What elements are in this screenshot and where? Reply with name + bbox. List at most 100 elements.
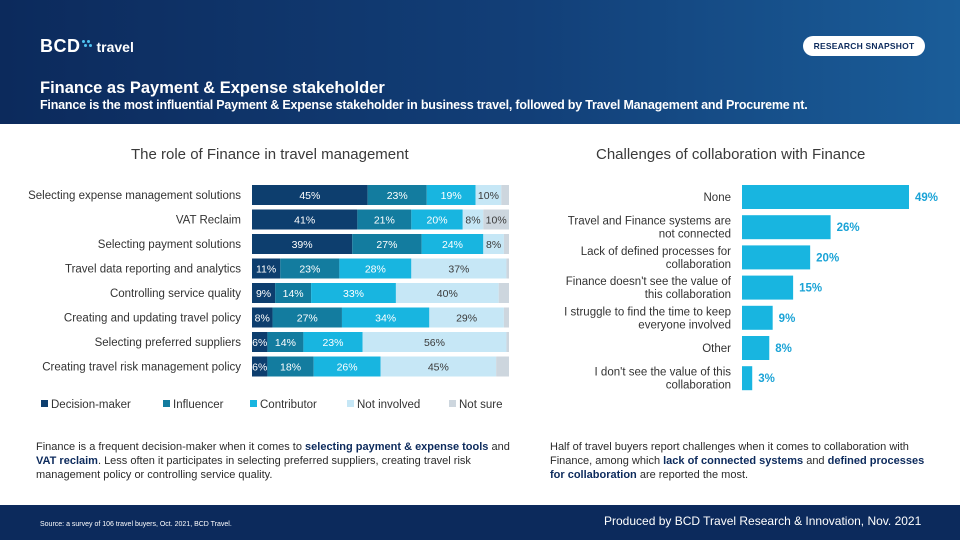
logo-mark: BCD — [40, 36, 81, 56]
source-note: Source: a survey of 106 travel buyers, O… — [40, 521, 232, 528]
left-bar-label: 34% — [375, 313, 396, 325]
right-bar-value: 9% — [779, 313, 796, 325]
right-bar-value: 20% — [816, 252, 839, 264]
left-bar-label: 19% — [441, 190, 462, 202]
right-bar — [742, 275, 794, 300]
left-bar-segment — [303, 332, 363, 352]
left-bar-label: 6% — [252, 337, 267, 349]
left-bar-segment — [311, 283, 396, 303]
left-bar-label: 23% — [299, 264, 320, 276]
left-bar-segment — [252, 356, 268, 377]
right-bar-value: 15% — [799, 283, 822, 295]
left-bar-label: 18% — [280, 362, 301, 374]
right-bar — [742, 185, 909, 209]
bcd-travel-logo: BCD travel — [40, 36, 134, 57]
left-bar-label: 41% — [294, 215, 315, 227]
left-bar-segment — [498, 283, 509, 303]
right-bar-value: 49% — [915, 192, 938, 204]
left-bar-segment — [267, 356, 314, 377]
left-bar-segment — [503, 307, 509, 328]
left-summary-part: selecting payment & expense tools — [305, 441, 489, 453]
legend-label: Decision-maker — [51, 399, 131, 411]
legend-label: Contributor — [260, 399, 317, 411]
right-summary-part: and — [803, 455, 828, 467]
finance-role-chart: Selecting expense management solutions 45… — [28, 185, 509, 411]
right-summary-part: lack of connected systems — [663, 455, 804, 467]
right-category-label: collaboration — [666, 380, 731, 392]
right-category-label: Finance doesn't see the value of — [566, 276, 732, 288]
left-bar-segment — [272, 307, 342, 328]
left-category-label: Travel data reporting and analytics — [65, 264, 241, 276]
header-banner — [0, 0, 960, 124]
right-bar-value: 26% — [837, 222, 860, 234]
left-bar-label: 27% — [376, 239, 397, 251]
left-bar-segment — [503, 234, 509, 254]
right-summary-part: defined processes for collaboration — [550, 455, 925, 481]
left-summary-part: Finance is a frequent decision-maker whe… — [36, 441, 306, 453]
left-bar-label: 20% — [427, 215, 448, 227]
left-bar-segment — [313, 356, 381, 377]
right-category-label: not connected — [659, 229, 731, 241]
page-subtitle: Finance is the most influential Payment … — [40, 98, 808, 112]
left-bar-segment — [506, 332, 509, 352]
left-bar-segment — [275, 283, 312, 303]
left-category-label: Selecting preferred suppliers — [95, 337, 242, 349]
produced-by-note: Produced by BCD Travel Research & Innova… — [604, 514, 922, 528]
left-bar-segment — [380, 356, 497, 377]
left-bar-segment — [339, 258, 412, 279]
legend-swatch — [449, 400, 456, 407]
right-chart-title: Challenges of collaboration with Finance — [596, 146, 866, 163]
left-summary-part: and — [488, 441, 510, 453]
left-category-label: Controlling service quality — [110, 288, 241, 300]
left-bar-segment — [362, 332, 507, 352]
legend-label: Influencer — [173, 399, 224, 411]
left-bar-label: 23% — [387, 190, 408, 202]
left-bar-segment — [411, 209, 463, 230]
left-category-label: Selecting payment solutions — [98, 239, 241, 251]
logo-text: travel — [96, 38, 134, 55]
left-bar-label: 10% — [478, 190, 499, 202]
collaboration-challenges-chart: None 49% Travel and Finance systems arenot… — [564, 185, 938, 392]
right-bar — [742, 215, 831, 240]
left-bar-label: 27% — [297, 313, 318, 325]
legend-swatch — [41, 400, 48, 407]
left-bar-segment — [496, 356, 509, 377]
legend-swatch — [347, 400, 354, 407]
left-category-label: Creating and updating travel policy — [64, 313, 241, 325]
left-category-label: Creating travel risk management policy — [42, 362, 241, 374]
left-bar-segment — [252, 283, 276, 303]
left-bar-label: 11% — [256, 264, 276, 276]
left-bar-segment — [252, 307, 273, 328]
legend-label: Not involved — [357, 399, 420, 411]
left-bar-segment — [252, 209, 358, 230]
left-bar-label: 10% — [486, 215, 507, 227]
page-title: Finance as Payment & Expense stakeholder — [40, 79, 385, 97]
left-bar-segment — [421, 234, 484, 254]
right-summary-part: Half of travel buyers report challenges … — [550, 441, 909, 467]
right-category-label: I don't see the value of this — [595, 367, 732, 379]
left-bar-segment — [501, 185, 509, 205]
right-summary-paragraph: Half of travel buyers report challenges … — [550, 440, 938, 482]
left-bar-segment — [280, 258, 340, 279]
right-bar — [742, 366, 753, 391]
left-bar-segment — [357, 209, 412, 230]
left-bar-label: 28% — [365, 264, 386, 276]
left-bar-label: 29% — [456, 313, 477, 325]
right-bar — [742, 245, 811, 270]
left-bar-label: 8% — [486, 239, 501, 251]
footer-bar — [0, 505, 960, 540]
left-bar-label: 8% — [255, 313, 270, 325]
left-bar-label: 23% — [322, 337, 343, 349]
left-category-label: Selecting expense management solutions — [28, 190, 241, 202]
left-summary-part: . Less often it participates in selectin… — [36, 455, 471, 481]
left-bar-label: 26% — [337, 362, 358, 374]
right-bar — [742, 305, 773, 330]
left-bar-segment — [483, 209, 509, 230]
left-bar-segment — [475, 185, 502, 205]
left-bar-label: 24% — [442, 239, 463, 251]
left-bar-segment — [429, 307, 504, 328]
left-bar-segment — [483, 234, 504, 254]
left-bar-segment — [426, 185, 476, 205]
left-bar-label: 6% — [252, 362, 267, 374]
left-bar-segment — [267, 332, 304, 352]
